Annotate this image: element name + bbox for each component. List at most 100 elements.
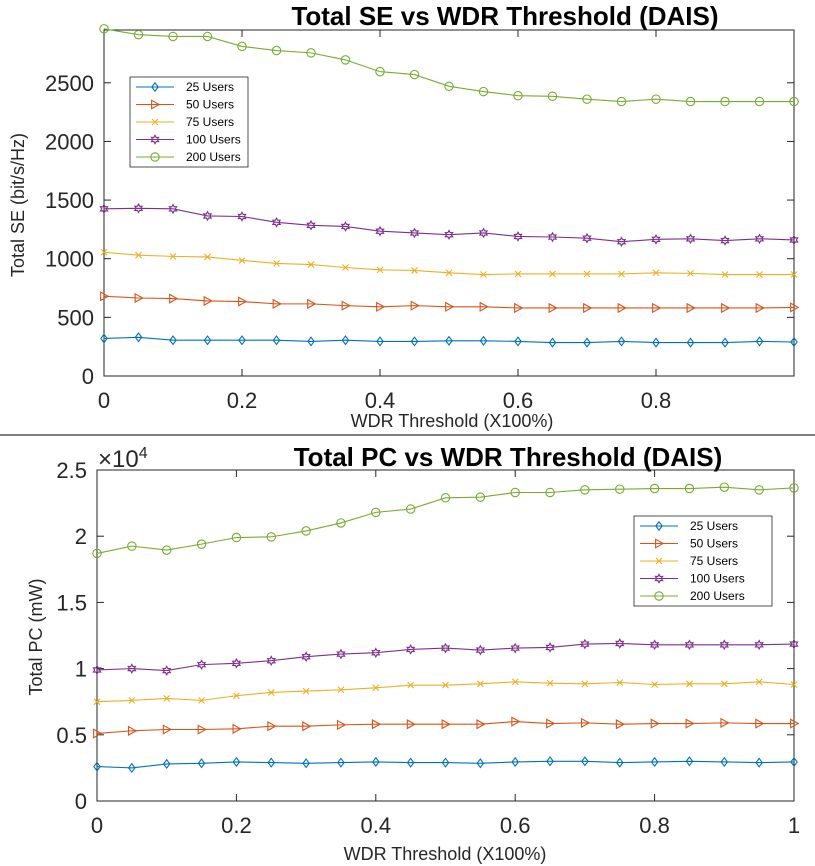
data-point xyxy=(162,758,171,770)
data-point xyxy=(548,337,557,348)
data-point xyxy=(546,718,556,729)
data-point xyxy=(475,644,486,656)
data-point xyxy=(407,681,415,689)
se-axes-box xyxy=(103,29,795,377)
legend-marker xyxy=(151,118,159,126)
data-point xyxy=(650,756,659,768)
data-point xyxy=(302,721,312,732)
data-point xyxy=(479,335,488,346)
data-point xyxy=(341,300,351,311)
data-point xyxy=(133,29,144,40)
data-point xyxy=(616,679,624,686)
data-point xyxy=(580,485,590,495)
legend-label: 100 Users xyxy=(186,133,241,147)
data-point xyxy=(790,756,798,768)
data-point xyxy=(685,756,694,767)
data-point xyxy=(754,233,765,245)
data-point xyxy=(302,687,310,695)
data-point xyxy=(479,301,489,312)
se-ytick-label: 2000 xyxy=(45,129,94,154)
data-point xyxy=(168,31,178,42)
data-point xyxy=(720,235,730,246)
legend-marker xyxy=(150,134,160,145)
data-point xyxy=(196,659,207,671)
data-point xyxy=(510,487,520,498)
data-point xyxy=(161,545,172,555)
pc-ytick-label: 1 xyxy=(75,657,87,682)
data-point xyxy=(720,96,730,107)
data-point xyxy=(615,638,625,649)
data-point xyxy=(93,698,101,706)
legend-label: 75 Users xyxy=(690,554,738,568)
pc-chart: Total PC vs WDR Threshold (DAIS) ×104 WD… xyxy=(26,442,800,864)
pc-ytick-label: 2.5 xyxy=(56,458,87,483)
data-point xyxy=(651,681,658,688)
se-chart-xlabel: WDR Threshold (X100%) xyxy=(351,411,554,431)
data-point xyxy=(617,336,626,347)
legend-label: 50 Users xyxy=(186,98,234,112)
data-point xyxy=(444,81,454,92)
data-point xyxy=(168,203,178,215)
data-point xyxy=(409,227,420,239)
data-point xyxy=(755,302,765,314)
data-point xyxy=(267,689,275,696)
data-point xyxy=(340,221,351,232)
data-point xyxy=(100,291,110,302)
data-point xyxy=(649,483,660,494)
se-series-25-users xyxy=(100,332,798,348)
pc-legend: 25 Users 50 Users 75 Users 100 Users 200 Use… xyxy=(633,515,773,607)
data-point xyxy=(371,507,381,518)
data-point xyxy=(337,719,347,731)
data-point xyxy=(720,680,728,688)
pc-ytick-label: 0.5 xyxy=(56,723,87,748)
data-point xyxy=(375,225,385,237)
data-point xyxy=(789,96,799,107)
data-point xyxy=(238,296,248,307)
series-line xyxy=(96,760,795,769)
data-point xyxy=(202,31,213,42)
data-point xyxy=(615,757,624,768)
data-point xyxy=(135,251,142,259)
data-point xyxy=(754,485,764,495)
data-point xyxy=(790,681,798,688)
data-point xyxy=(238,335,246,346)
data-point xyxy=(720,756,729,768)
data-point xyxy=(302,758,310,769)
data-point xyxy=(721,271,729,278)
data-point xyxy=(271,216,282,228)
pc-chart-exponent: ×104 xyxy=(98,445,148,473)
data-point xyxy=(127,663,137,674)
data-point xyxy=(445,301,455,312)
se-xtick-label: 0 xyxy=(98,388,110,413)
data-point xyxy=(197,724,207,735)
data-point xyxy=(306,219,316,231)
data-point xyxy=(754,96,765,107)
data-point xyxy=(652,337,660,348)
data-point xyxy=(99,24,109,34)
legend-item: 100 Users xyxy=(640,572,745,586)
data-point xyxy=(756,271,763,278)
data-point xyxy=(583,337,591,348)
data-point xyxy=(100,333,108,344)
legend-marker xyxy=(654,573,664,584)
data-point xyxy=(789,483,799,493)
se-ytick-label: 0 xyxy=(82,364,94,389)
data-point xyxy=(652,302,662,314)
data-point xyxy=(203,335,212,346)
pc-xtick-label: 0.8 xyxy=(639,813,670,838)
data-point xyxy=(301,526,311,536)
data-point xyxy=(196,539,207,549)
data-point xyxy=(476,680,484,688)
data-point xyxy=(371,756,380,768)
data-point xyxy=(618,270,625,278)
data-point xyxy=(617,302,627,314)
data-point xyxy=(203,295,213,307)
data-point xyxy=(790,718,800,729)
data-point xyxy=(755,757,763,768)
data-point xyxy=(546,679,554,687)
data-point xyxy=(581,756,589,767)
data-point xyxy=(547,231,558,243)
data-point xyxy=(685,96,696,107)
pc-xtick-label: 0.4 xyxy=(361,813,392,838)
